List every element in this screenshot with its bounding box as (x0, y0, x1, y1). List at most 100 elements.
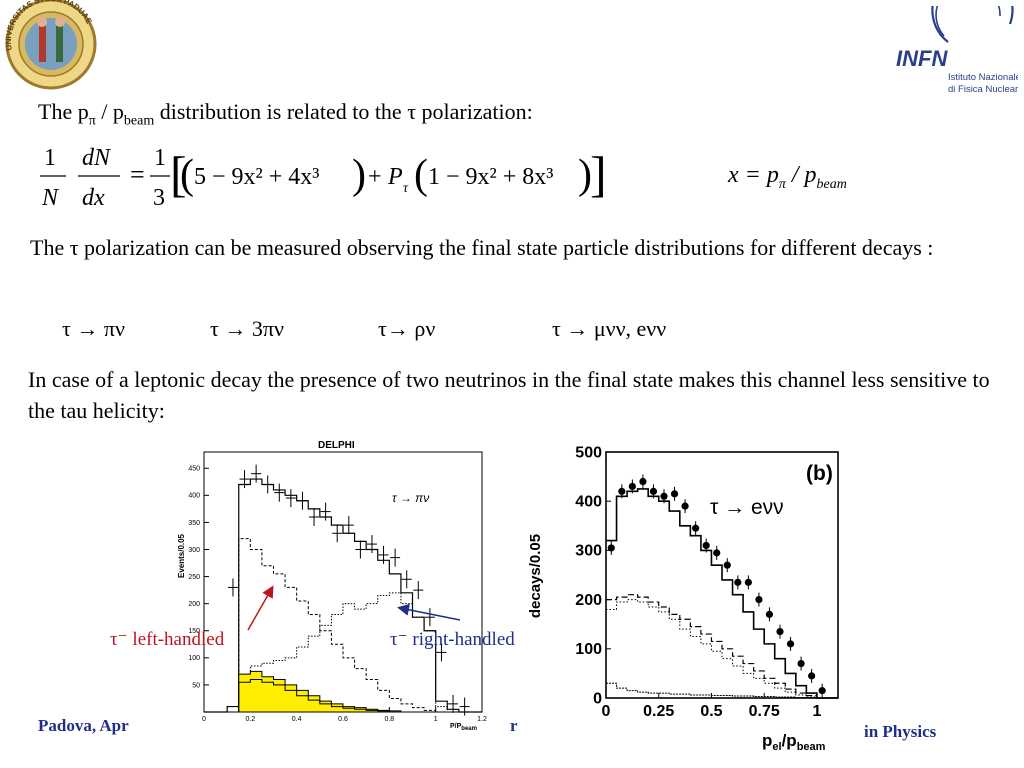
c0-ytick-label: 50 (192, 682, 200, 689)
c1-data-point (786, 636, 795, 651)
c1-ytick-label: 100 (575, 641, 602, 658)
c0-ytick-label: 350 (188, 520, 200, 527)
c0-data-point (390, 548, 401, 567)
c1-xtick-label: 0.5 (700, 703, 722, 720)
infn-arc-icon (931, 6, 1014, 43)
c1-data-point (765, 607, 774, 622)
c0-series-4 (204, 679, 482, 713)
c1-data-point (628, 479, 636, 494)
c1-data-point (681, 499, 689, 514)
c0-ytick-label: 300 (188, 547, 200, 554)
c1-data-point (808, 668, 816, 683)
chart1-ylabel: decays/0.05 (527, 534, 544, 618)
formula-P: P (387, 164, 403, 190)
c0-data-point (459, 697, 470, 716)
c0-data-point (424, 608, 435, 627)
c1-data-point (776, 624, 784, 639)
x-definition: x = pπ / pbeam (728, 162, 847, 193)
c1-data-point (639, 474, 647, 489)
c1-data-point (670, 486, 679, 501)
c0-data-point (285, 489, 296, 508)
c1-series-0 (606, 488, 838, 699)
intro-sub-beam: beam (123, 113, 155, 129)
c1-data-point (713, 545, 721, 560)
footer-mid: r (510, 716, 518, 735)
formula-lhs-denominator-N: N (41, 185, 60, 211)
c0-ytick-label: 450 (188, 466, 200, 473)
university-seal-logo: UNIVERSITAS STUDII PADUAE (4, 0, 97, 90)
infn-logo: INFN Istituto Nazionale di Fisica Nuclea… (896, 6, 1018, 95)
c1-data-point (607, 540, 615, 555)
c1-data-point (744, 575, 752, 590)
formula-P-sub: τ (403, 181, 409, 196)
chart1-annotation: τ → eνν (710, 496, 784, 519)
c0-data-point (251, 464, 262, 483)
c0-data-point (309, 508, 320, 526)
infn-line1: Istituto Nazionale (948, 72, 1018, 83)
c0-xtick-label: 0.4 (292, 716, 302, 723)
label-right-handed: τ⁻ right-handled (390, 629, 515, 650)
c1-data-point (618, 484, 626, 499)
c0-data-point (366, 535, 377, 554)
c0-data-point (320, 502, 331, 521)
formula-dx: dx (82, 185, 105, 211)
c1-series-1 (606, 594, 838, 699)
c1-xtick-label: 0.25 (643, 703, 674, 720)
c0-series-3 (204, 670, 482, 713)
intro-sub-pi: π (88, 113, 96, 129)
c0-xtick-label: 1.2 (477, 716, 487, 723)
delphi-pi-nu-chart: DELPHI Events/0.05 τ → πν P/Pbeam 50 100 1… (177, 440, 487, 732)
c1-data-point (702, 538, 710, 553)
x-def-lhs: x = p (728, 162, 779, 188)
c0-series-1 (204, 538, 482, 713)
chart1-xlabel-mid: /p (782, 731, 797, 750)
formula-term2: 1 − 9x² + 8x³ (428, 164, 553, 190)
c0-data-point (332, 524, 343, 543)
decay-mode-3: τ→ ρν (378, 316, 436, 341)
formula-close-paren: ) (352, 152, 366, 198)
intro-slash: / p (95, 99, 124, 124)
annotation-arrows (247, 585, 461, 631)
decay-mode-1: τ → πν (62, 316, 125, 341)
x-def-sub-pi: π (778, 176, 786, 192)
intro-line: The pπ / pbeam distribution is related t… (38, 96, 533, 136)
chart0-xlabel-main: P/P (450, 723, 462, 730)
c1-data-point (797, 656, 805, 671)
c1-ytick-label: 200 (575, 592, 602, 609)
c0-data-point (355, 540, 366, 559)
c1-data-point (660, 489, 668, 504)
chart0-xlabel-sub: beam (461, 726, 477, 732)
c1-data-point (818, 683, 826, 698)
chart0-xlabel: P/Pbeam (450, 723, 477, 732)
paragraph-leptonic: In case of a leptonic decay the presence… (28, 367, 990, 423)
c0-xtick-label: 0.6 (338, 716, 348, 723)
c0-data-point (343, 516, 354, 535)
polarization-formula: 1 N dN dx = 1 3 [ ( 5 − 9x² + 4x³ ) + P … (40, 145, 607, 211)
formula-term1: 5 − 9x² + 4x³ (194, 164, 319, 190)
chart1-panel-label: (b) (806, 462, 833, 485)
c0-data-point (262, 475, 273, 494)
intro-suffix: distribution is related to the τ polariz… (154, 99, 533, 124)
c0-ytick-label: 250 (188, 574, 200, 581)
c0-data-point (448, 694, 459, 713)
formula-third-numerator: 1 (154, 145, 166, 171)
c0-ytick-label: 100 (188, 655, 200, 662)
footer-left: Padova, Apr (38, 716, 129, 735)
x-def-sub-beam: beam (816, 176, 847, 192)
c0-data-point (401, 570, 412, 589)
c1-plot-frame (605, 451, 839, 699)
c1-series-3 (606, 682, 838, 699)
c1-data-point (692, 521, 700, 536)
formula-open-paren-2: ( (414, 152, 428, 198)
c0-data-point (274, 483, 285, 502)
chart1-xlabel-sub2: beam (797, 741, 826, 752)
formula-third-denominator: 3 (153, 185, 165, 211)
formula-equals: = (130, 160, 145, 189)
infn-wordmark: INFN (896, 46, 948, 71)
formula-open-paren: ( (180, 152, 194, 198)
c0-data-point (413, 581, 424, 600)
c0-data-point (436, 643, 447, 662)
c1-data-point (649, 484, 658, 499)
chart1-xlabel-main: p (762, 731, 772, 750)
e-nu-nu-chart: decays/0.05 (b) τ → eνν pel/pbeam 0 100 20… (527, 444, 839, 752)
